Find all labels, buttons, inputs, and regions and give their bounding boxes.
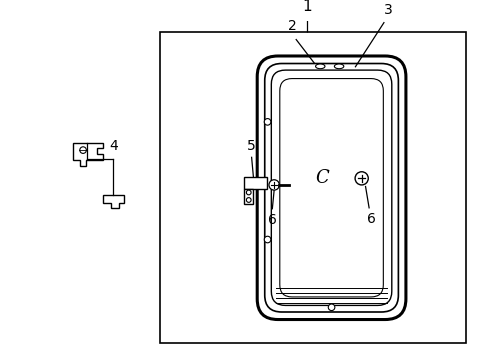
Ellipse shape [334, 64, 343, 69]
Circle shape [264, 118, 270, 125]
Text: 3: 3 [383, 3, 391, 17]
Text: 1: 1 [302, 0, 311, 14]
Circle shape [246, 190, 250, 195]
Bar [160, 32, 465, 343]
Circle shape [246, 198, 250, 202]
Circle shape [327, 304, 334, 311]
Circle shape [80, 147, 86, 153]
Circle shape [264, 236, 270, 243]
Circle shape [354, 172, 367, 185]
Text: 4: 4 [109, 139, 117, 153]
Text: 6: 6 [267, 213, 276, 227]
Text: C: C [315, 169, 328, 187]
Polygon shape [73, 143, 102, 166]
Text: 2: 2 [287, 19, 296, 33]
Text: 6: 6 [366, 212, 375, 226]
Bar [244, 189, 253, 204]
Bar [244, 177, 266, 189]
Text: 5: 5 [246, 139, 255, 153]
Polygon shape [102, 195, 123, 208]
Ellipse shape [315, 64, 325, 69]
Circle shape [268, 180, 279, 190]
